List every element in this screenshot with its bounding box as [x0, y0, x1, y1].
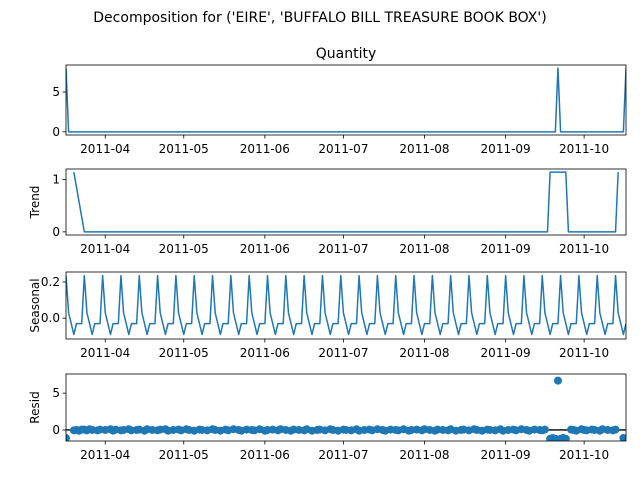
x-tick-label: 2011-04	[80, 448, 130, 462]
x-tick-label: 2011-09	[481, 242, 531, 256]
x-tick-label: 2011-09	[481, 142, 531, 156]
x-tick-label: 2011-06	[240, 448, 290, 462]
axes-frame	[65, 271, 627, 340]
x-tick-label: 2011-06	[240, 242, 290, 256]
axes-frame	[65, 64, 627, 136]
x-tick-label: 2011-09	[481, 346, 531, 360]
axes-frame	[65, 168, 627, 236]
y-tick-label: 0.0	[41, 311, 60, 325]
resid-point	[619, 434, 626, 441]
panel-2: Trend 0 1 2011-04 2011-05 2011-06 2011-07 2011-…	[28, 168, 627, 256]
x-tick-label: 2011-09	[481, 448, 531, 462]
y-tick-label: 5	[52, 386, 60, 400]
plot-area	[73, 171, 619, 233]
resid-point	[611, 425, 620, 434]
resid-point	[66, 434, 70, 441]
x-tick-label: 2011-06	[240, 142, 290, 156]
x-tick-label: 2011-10	[559, 242, 609, 256]
resid-point	[540, 425, 549, 434]
x-tick-label: 2011-10	[559, 448, 609, 462]
x-tick-label: 2011-05	[159, 448, 209, 462]
x-tick-label: 2011-08	[399, 346, 449, 360]
panel-1: Quantity 0 5 2011-04 2011-05 2011-06 2011-07 20…	[52, 46, 627, 156]
panel-4: Resid 0 5 2011-04 2011-05 2011-06 2011-07 2011-…	[28, 373, 627, 462]
y-tick-label: 1	[52, 172, 60, 186]
resid-point	[553, 376, 562, 385]
y-tick-label: 0	[52, 125, 60, 139]
chart-panels: Quantity 0 5 2011-04 2011-05 2011-06 2011-07 20…	[28, 46, 627, 462]
y-tick-label: 0	[52, 423, 60, 437]
x-tick-label: 2011-05	[159, 346, 209, 360]
y-axis-label: Resid	[28, 391, 42, 423]
x-tick-label: 2011-10	[559, 346, 609, 360]
resid-point	[561, 434, 570, 441]
x-tick-label: 2011-08	[399, 242, 449, 256]
series-line	[66, 274, 626, 336]
panel-title: Quantity	[316, 46, 377, 62]
y-tick-label: 0.2	[41, 275, 60, 289]
plot-area	[66, 67, 626, 133]
x-tick-label: 2011-10	[559, 142, 609, 156]
y-axis-label: Trend	[28, 186, 42, 220]
x-tick-label: 2011-04	[80, 142, 130, 156]
x-tick-label: 2011-07	[318, 346, 368, 360]
figure-suptitle: Decomposition for ('EIRE', 'BUFFALO BILL…	[93, 10, 546, 26]
y-axis-label: Seasonal	[28, 278, 42, 332]
x-tick-label: 2011-05	[159, 142, 209, 156]
x-tick-label: 2011-07	[318, 242, 368, 256]
x-tick-label: 2011-08	[399, 448, 449, 462]
y-tick-label: 0	[52, 225, 60, 239]
x-tick-label: 2011-07	[318, 142, 368, 156]
plot-area	[66, 376, 626, 441]
x-tick-label: 2011-08	[399, 142, 449, 156]
series-line	[66, 67, 626, 133]
x-tick-label: 2011-07	[318, 448, 368, 462]
x-tick-label: 2011-06	[240, 346, 290, 360]
y-tick-label: 5	[52, 85, 60, 99]
plot-area	[66, 274, 626, 336]
x-tick-label: 2011-05	[159, 242, 209, 256]
axes-frame	[65, 373, 627, 442]
series-line	[73, 171, 619, 233]
x-tick-label: 2011-04	[80, 346, 130, 360]
x-tick-label: 2011-04	[80, 242, 130, 256]
